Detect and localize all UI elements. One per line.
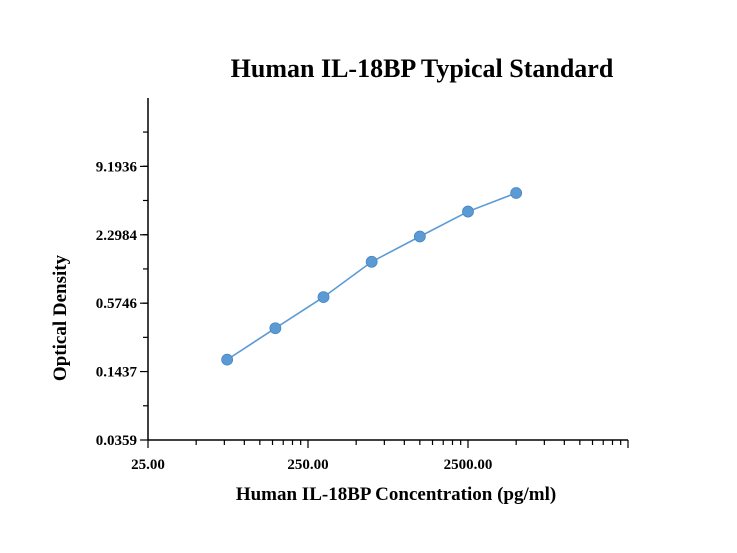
y-tick-label: 2.2984 (96, 228, 138, 244)
chart-title: Human IL-18BP Typical Standard (231, 54, 614, 83)
y-tick-label: 0.0359 (96, 433, 137, 449)
data-point (413, 230, 426, 243)
y-axis-label: Optical Density (50, 254, 71, 381)
data-point (221, 353, 234, 366)
data-point (269, 322, 282, 335)
data-point (317, 291, 330, 304)
tick-labels: 25.00 250.00 2500.00 0.0359 0.1437 0.5746 2.29… (96, 159, 493, 473)
y-tick-label: 0.5746 (96, 296, 138, 312)
tick-marks (140, 131, 629, 448)
data-point (462, 205, 474, 218)
x-axis-label: Human IL-18BP Concentration (pg/ml) (236, 484, 556, 505)
y-tick-label: 9.1936 (96, 159, 138, 175)
axes (147, 98, 628, 441)
series-group (221, 187, 523, 366)
data-point (510, 187, 523, 199)
x-tick-label: 2500.00 (444, 457, 493, 473)
x-tick-label: 250.00 (287, 457, 328, 473)
y-tick-label: 0.1437 (96, 365, 138, 381)
data-point (365, 255, 378, 268)
x-tick-label: 25.00 (131, 457, 165, 473)
series-line (226, 192, 517, 361)
